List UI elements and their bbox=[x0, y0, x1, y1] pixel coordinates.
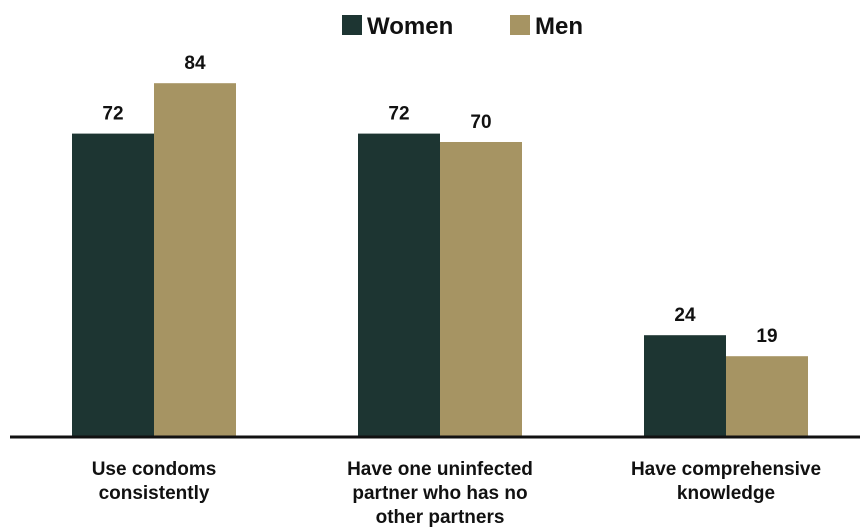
legend-swatch-women bbox=[342, 15, 362, 35]
value-label-women-0: 72 bbox=[102, 104, 123, 125]
legend-label-men: Men bbox=[535, 13, 583, 40]
bar-women-2 bbox=[644, 335, 726, 436]
category-label-0: Use condoms consistently bbox=[92, 459, 217, 504]
bar-men-1 bbox=[440, 142, 522, 436]
category-label-2: Have comprehensive knowledge bbox=[631, 459, 821, 504]
category-label-1: Have one uninfected partner who has no oth… bbox=[347, 459, 533, 528]
legend-swatch-men bbox=[510, 15, 530, 35]
bar-women-0 bbox=[72, 133, 154, 436]
bar-men-0 bbox=[154, 83, 236, 436]
value-labels: 72 72 24 84 70 19 bbox=[102, 53, 777, 347]
bars bbox=[72, 83, 808, 436]
bar-men-2 bbox=[726, 356, 808, 436]
bar-women-1 bbox=[358, 133, 440, 436]
value-label-women-1: 72 bbox=[388, 104, 409, 125]
value-label-men-1: 70 bbox=[470, 112, 491, 133]
value-label-men-2: 19 bbox=[756, 326, 777, 347]
legend: Women Men bbox=[342, 13, 583, 40]
legend-label-women: Women bbox=[367, 13, 453, 40]
value-label-men-0: 84 bbox=[184, 53, 206, 74]
value-label-women-2: 24 bbox=[674, 305, 696, 326]
category-labels: Use condoms consistently Have one uninfect… bbox=[92, 459, 821, 528]
